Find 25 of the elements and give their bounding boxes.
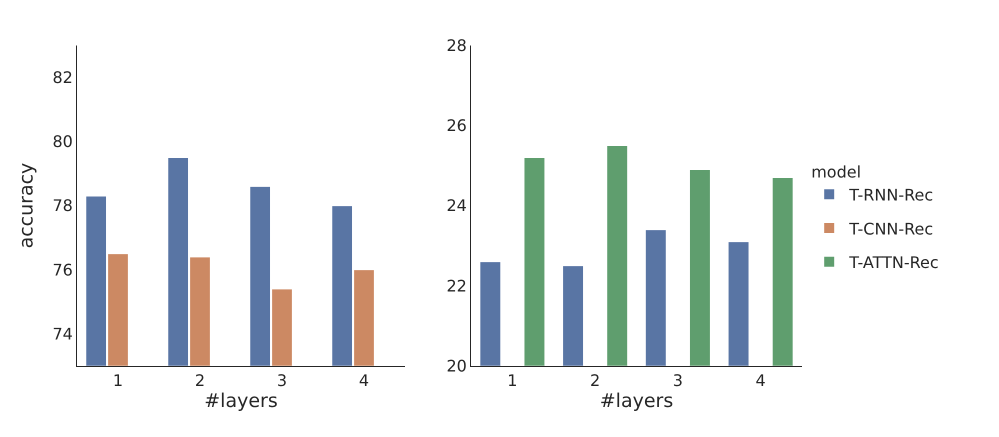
y-tick-label: 78 — [52, 196, 73, 216]
y-tick-label: 26 — [446, 116, 467, 136]
y-axis-title: accuracy — [15, 162, 38, 248]
y-tick-label: 76 — [52, 260, 73, 280]
y-tick-label: 80 — [52, 132, 73, 152]
x-tick-label: 3 — [276, 370, 288, 390]
y-tick-label: 20 — [446, 356, 467, 376]
x-tick-label: 2 — [194, 370, 206, 390]
y-tick-label: 74 — [52, 324, 73, 344]
y-tick-label: 24 — [446, 196, 467, 216]
x-tick-label: 4 — [756, 370, 766, 390]
legend-label: T-ATTN-Rec — [848, 253, 939, 272]
x-tick-label: 1 — [112, 370, 124, 390]
y-tick-label: 22 — [446, 276, 467, 296]
x-tick-label: 2 — [590, 370, 600, 390]
x-axis-title: #layers — [600, 390, 674, 412]
y-tick-label: 82 — [52, 68, 73, 87]
y-tick-label: 28 — [446, 36, 467, 55]
x-axis-title: #layers — [204, 390, 278, 412]
legend-label: T-RNN-Rec — [848, 185, 934, 204]
x-tick-label: 1 — [507, 370, 518, 390]
legend-title: model — [811, 162, 862, 182]
legend-label: T-CNN-Rec — [848, 219, 934, 238]
x-tick-label: 3 — [672, 370, 683, 390]
x-tick-label: 4 — [358, 370, 370, 390]
